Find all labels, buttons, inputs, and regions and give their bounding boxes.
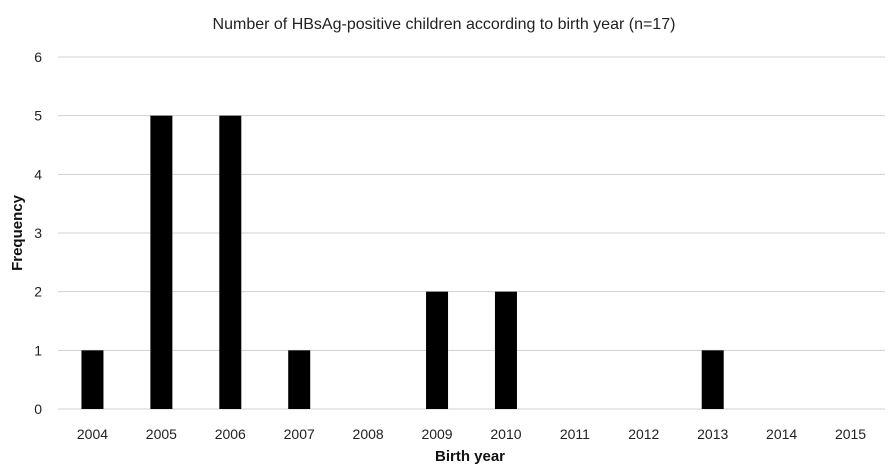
y-tick-label: 1 [34, 342, 42, 358]
bar-2013 [701, 350, 724, 409]
gridlines [58, 56, 885, 410]
x-tick-label: 2014 [766, 426, 797, 442]
bar-2009 [426, 291, 449, 409]
chart-title: Number of HBsAg-positive children accord… [213, 16, 676, 33]
y-tick-label: 3 [34, 225, 42, 241]
x-tick-label: 2005 [146, 426, 177, 442]
bar-2005 [150, 115, 173, 410]
y-tick-label: 5 [34, 108, 42, 124]
y-tick-labels: 0 1 2 3 4 5 6 [34, 49, 42, 417]
bar-2004 [81, 350, 104, 409]
bar-2006 [219, 115, 242, 410]
y-tick-label: 6 [34, 49, 42, 65]
x-tick-label: 2011 [560, 426, 590, 442]
x-tick-labels: 2004 2005 2006 2007 2008 2009 2010 2011 2012 2013… [77, 426, 866, 442]
bar-2010 [494, 291, 517, 409]
y-tick-label: 0 [34, 401, 42, 417]
x-tick-label: 2007 [284, 426, 315, 442]
x-tick-label: 2009 [421, 426, 452, 442]
x-tick-label: 2010 [490, 426, 521, 442]
y-tick-label: 4 [34, 166, 42, 182]
x-tick-label: 2004 [77, 426, 108, 442]
bar-2007 [288, 350, 311, 409]
x-axis-label: Birth year [435, 448, 505, 465]
y-axis-label: Frequency [9, 194, 26, 271]
bars [81, 115, 724, 410]
x-tick-label: 2013 [697, 426, 728, 442]
y-tick-label: 2 [34, 284, 42, 300]
x-tick-label: 2015 [835, 426, 866, 442]
x-tick-label: 2012 [628, 426, 659, 442]
x-tick-label: 2006 [215, 426, 246, 442]
x-tick-label: 2008 [353, 426, 384, 442]
